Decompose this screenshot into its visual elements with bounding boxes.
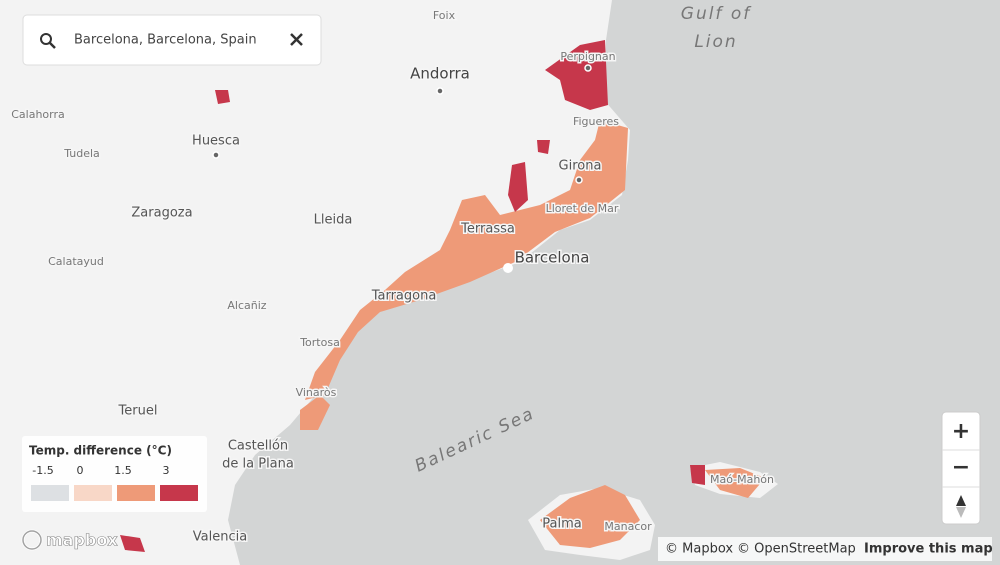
improve-link[interactable]: Improve this map	[864, 542, 993, 557]
place-label: Teruel	[118, 404, 158, 419]
place-label: Huesca	[192, 134, 240, 149]
heat-region	[300, 395, 330, 430]
place-dot	[212, 151, 220, 159]
legend-title: Temp. difference (°C)	[29, 444, 172, 458]
search-icon	[49, 42, 56, 49]
place-label: Tarragona	[371, 289, 437, 304]
attribution-box	[658, 537, 992, 561]
place-label: Perpignan	[560, 50, 615, 63]
place-label: Girona	[559, 159, 602, 174]
place-dot	[436, 87, 444, 95]
place-label: Calatayud	[48, 255, 104, 268]
place-label: Manacor	[604, 520, 652, 533]
zoom-in-button[interactable]: +	[952, 419, 970, 444]
place-label: Calahorra	[11, 108, 65, 121]
hot-region	[690, 465, 705, 485]
search-marker	[503, 263, 513, 273]
clear-button[interactable]	[290, 33, 303, 46]
hot-region	[545, 40, 608, 110]
mainland	[0, 0, 630, 565]
attribution[interactable]: © OpenStreetMap	[737, 542, 856, 557]
search-box[interactable]: Barcelona, Barcelona, Spain	[22, 14, 322, 66]
legend-swatch	[74, 485, 112, 501]
place-label: Foix	[433, 9, 456, 22]
place-label: Zaragoza	[131, 206, 192, 221]
legend-swatch	[160, 485, 198, 501]
place-label: Tortosa	[299, 336, 340, 349]
heat-region	[305, 120, 628, 400]
compass-button[interactable]	[956, 495, 966, 518]
place-label: Palma	[542, 517, 581, 532]
place-label: Castellón	[228, 439, 288, 454]
search-icon	[40, 33, 52, 45]
place-label: Vinaròs	[296, 386, 337, 399]
legend-label: 0	[77, 464, 84, 477]
sea-label: Gulf of	[681, 4, 752, 24]
place-label: de la Plana	[222, 457, 294, 472]
logo[interactable]: mapbox	[21, 529, 119, 551]
heat-region	[705, 468, 765, 498]
search-field[interactable]	[22, 14, 322, 66]
legend-label: 1.5	[114, 464, 132, 477]
sea-label: Lion	[694, 32, 737, 52]
place-label: Valencia	[193, 530, 247, 545]
logo-text[interactable]: mapbox	[46, 530, 119, 550]
place-label: Lleida	[314, 213, 353, 228]
hot-region	[120, 535, 145, 552]
place-label: Maó-Mahón	[710, 473, 774, 486]
place-label: Lloret de Mar	[546, 202, 619, 215]
legend-label: -1.5	[32, 464, 53, 477]
place-label: Figueres	[573, 115, 619, 128]
zoom-out-button[interactable]: −	[952, 455, 970, 480]
control-group	[941, 411, 981, 525]
hot-region	[508, 162, 528, 212]
hot-region	[215, 90, 230, 104]
place-label: Andorra	[410, 65, 470, 83]
search-query[interactable]: Barcelona, Barcelona, Spain	[74, 33, 257, 48]
legend: Temp. difference (°C) -1.5 0 1.5 3	[22, 436, 207, 512]
place-label: Alcañiz	[227, 299, 266, 312]
place-label: Barcelona	[515, 249, 590, 267]
legend-label: 3	[163, 464, 170, 477]
legend-swatch	[117, 485, 155, 501]
legend-swatch	[31, 485, 69, 501]
heat-region	[540, 485, 640, 548]
place-label: Tudela	[63, 147, 100, 160]
zoom-controls: + −	[941, 411, 981, 525]
attribution[interactable]: © Mapbox	[665, 542, 733, 557]
place-dot	[575, 176, 583, 184]
place-dot	[584, 64, 592, 72]
hot-region	[537, 140, 550, 154]
place-label: Terrassa	[460, 222, 515, 237]
